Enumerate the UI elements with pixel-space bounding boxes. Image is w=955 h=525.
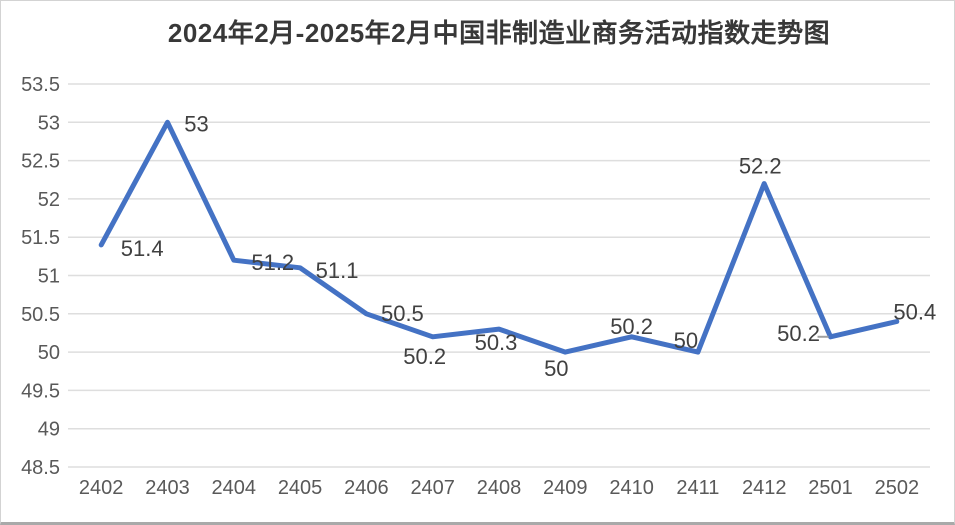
y-axis-tick-label: 53 bbox=[38, 112, 60, 134]
y-axis-tick-label: 49.5 bbox=[21, 380, 60, 402]
data-label: 50.5 bbox=[381, 301, 424, 326]
x-axis-tick-label: 2403 bbox=[145, 477, 190, 499]
y-axis-tick-label: 52.5 bbox=[21, 151, 60, 173]
data-label: 51.2 bbox=[251, 250, 294, 275]
x-axis-tick-label: 2407 bbox=[410, 477, 455, 499]
y-axis-tick-label: 50 bbox=[38, 342, 60, 364]
y-axis-tick-label: 51 bbox=[38, 266, 60, 288]
data-label: 50.2 bbox=[777, 321, 820, 346]
x-axis-tick-label: 2404 bbox=[212, 477, 257, 499]
y-axis-tick-label: 51.5 bbox=[21, 227, 60, 249]
x-axis-tick-label: 2411 bbox=[676, 477, 719, 499]
x-axis-tick-label: 2412 bbox=[742, 477, 787, 499]
y-axis-tick-label: 52 bbox=[38, 189, 60, 211]
data-label: 51.4 bbox=[121, 236, 164, 261]
data-label: 50.2 bbox=[403, 344, 446, 369]
y-axis-tick-label: 49 bbox=[38, 419, 60, 441]
x-axis-tick-label: 2402 bbox=[79, 477, 124, 499]
data-label: 52.2 bbox=[739, 154, 782, 179]
data-label: 50.4 bbox=[893, 299, 936, 324]
data-label: 50 bbox=[544, 356, 568, 381]
x-axis-tick-label: 2405 bbox=[278, 477, 323, 499]
x-axis-tick-label: 2501 bbox=[808, 477, 853, 499]
data-label: 50.3 bbox=[475, 330, 518, 355]
series-line bbox=[98, 119, 900, 355]
y-axis-tick-label: 53.5 bbox=[21, 74, 60, 96]
data-label: 50.2 bbox=[610, 314, 653, 339]
y-axis-tick-label: 50.5 bbox=[21, 304, 60, 326]
x-axis-tick-label: 2409 bbox=[543, 477, 588, 499]
x-axis-tick-label: 2410 bbox=[609, 477, 654, 499]
y-axis-tick-label: 48.5 bbox=[21, 457, 60, 479]
chart-title: 2024年2月-2025年2月中国非制造业商务活动指数走势图 bbox=[167, 18, 831, 48]
x-axis-tick-label: 2406 bbox=[344, 477, 389, 499]
x-axis-tick-label: 2408 bbox=[477, 477, 522, 499]
data-label: 53 bbox=[184, 111, 208, 136]
x-axis-tick-label: 2502 bbox=[875, 477, 920, 499]
data-label: 51.1 bbox=[316, 258, 359, 283]
data-label: 50 bbox=[674, 328, 698, 353]
